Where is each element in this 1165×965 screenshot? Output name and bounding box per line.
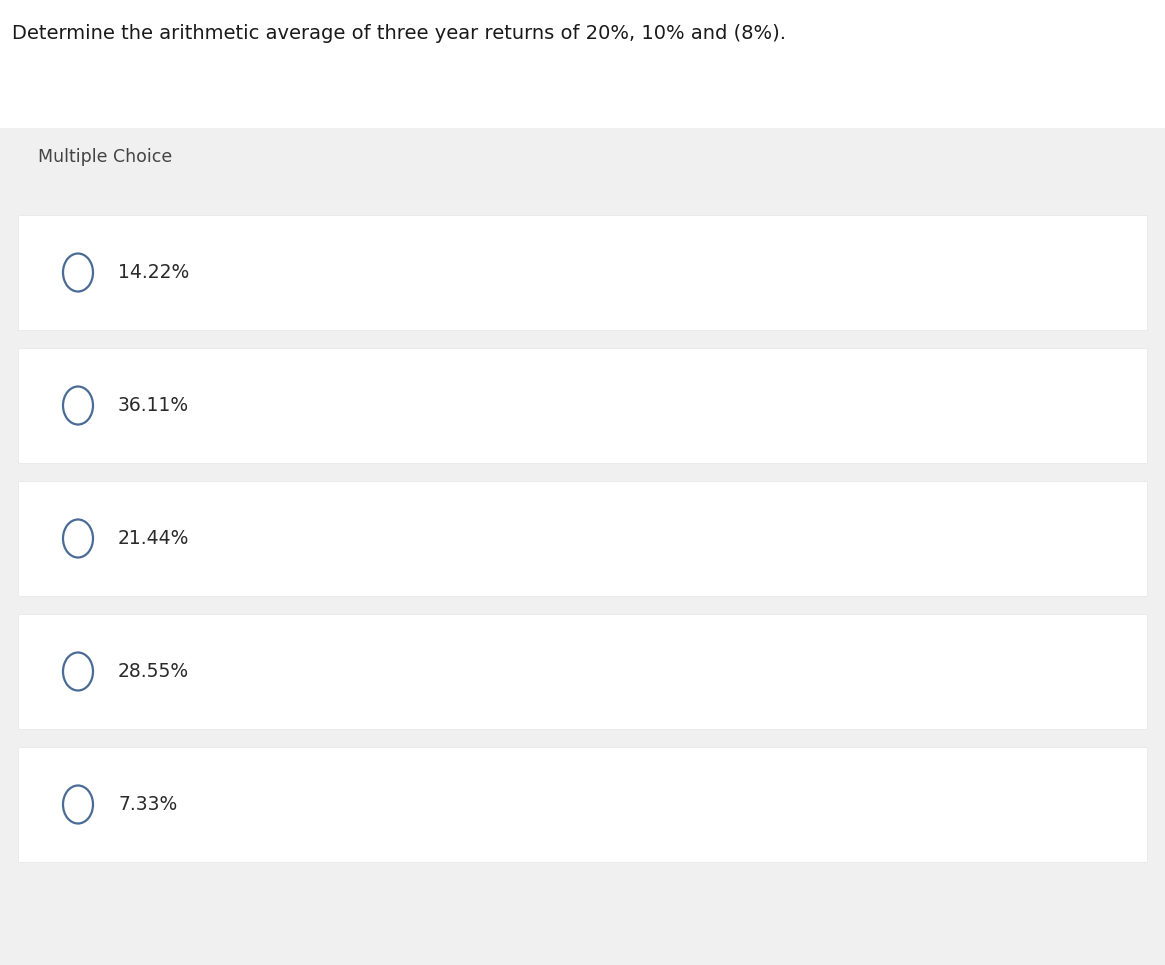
Text: Determine the arithmetic average of three year returns of 20%, 10% and (8%).: Determine the arithmetic average of thre… bbox=[12, 24, 786, 43]
FancyBboxPatch shape bbox=[17, 481, 1148, 596]
FancyBboxPatch shape bbox=[17, 348, 1148, 463]
FancyBboxPatch shape bbox=[17, 747, 1148, 862]
Ellipse shape bbox=[63, 519, 93, 558]
Text: 21.44%: 21.44% bbox=[118, 529, 190, 548]
Text: 36.11%: 36.11% bbox=[118, 396, 189, 415]
Text: Multiple Choice: Multiple Choice bbox=[38, 148, 172, 166]
Text: 14.22%: 14.22% bbox=[118, 263, 189, 282]
FancyBboxPatch shape bbox=[0, 128, 1165, 965]
Ellipse shape bbox=[63, 387, 93, 425]
FancyBboxPatch shape bbox=[17, 614, 1148, 729]
Ellipse shape bbox=[63, 652, 93, 691]
Text: 28.55%: 28.55% bbox=[118, 662, 189, 681]
FancyBboxPatch shape bbox=[17, 215, 1148, 330]
FancyBboxPatch shape bbox=[0, 128, 1165, 186]
Ellipse shape bbox=[63, 786, 93, 823]
Text: 7.33%: 7.33% bbox=[118, 795, 177, 814]
Ellipse shape bbox=[63, 254, 93, 291]
